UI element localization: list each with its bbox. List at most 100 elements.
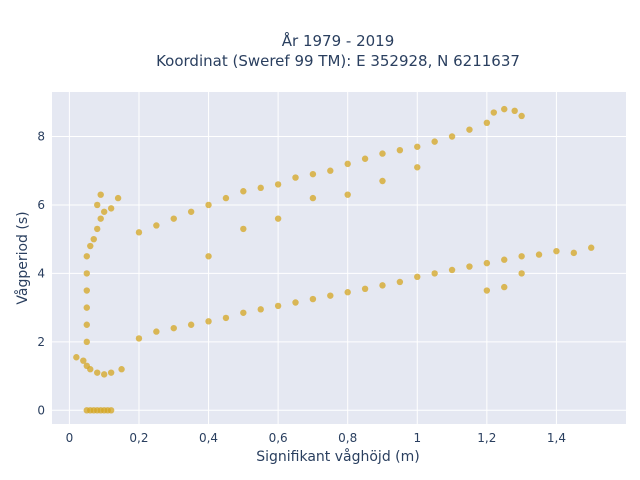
scatter-point: [83, 321, 90, 328]
x-tick-label: 0: [66, 431, 74, 445]
plot-area: [52, 92, 626, 424]
scatter-point: [135, 335, 143, 342]
scatter-point: [518, 253, 525, 260]
scatter-point: [327, 292, 334, 299]
scatter-point: [344, 191, 351, 198]
scatter-point: [501, 283, 508, 291]
scatter-point: [344, 160, 351, 168]
scatter-point: [396, 146, 404, 154]
scatter-point: [431, 138, 438, 145]
scatter-point: [570, 249, 578, 257]
scatter-point: [107, 205, 115, 212]
scatter-point: [379, 150, 386, 157]
scatter-point: [83, 287, 90, 294]
scatter-point: [80, 357, 87, 364]
x-axis-title: Signifikant våghöjd (m): [256, 448, 419, 465]
scatter-point: [483, 287, 491, 294]
scatter-point: [518, 270, 525, 277]
scatter-point: [448, 266, 456, 274]
scatter-point: [274, 181, 282, 188]
scatter-point: [327, 167, 334, 174]
scatter-point: [97, 215, 104, 222]
scatter-point: [396, 278, 404, 286]
scatter-point: [501, 256, 508, 263]
scatter-point: [483, 119, 491, 127]
scatter-point: [118, 366, 125, 373]
y-tick-label: 2: [37, 335, 45, 349]
scatter-point: [240, 225, 247, 233]
scatter-point: [100, 371, 108, 378]
scatter-point: [501, 105, 508, 113]
scatter-point: [257, 306, 264, 313]
scatter-point: [83, 338, 90, 346]
scatter-point: [114, 194, 122, 202]
scatter-point: [83, 270, 90, 277]
scatter-point: [292, 174, 299, 181]
scatter-point: [490, 109, 498, 116]
y-tick-label: 6: [37, 198, 45, 212]
scatter-point: [257, 184, 264, 192]
scatter-point: [107, 369, 115, 376]
scatter-point: [309, 295, 317, 303]
x-tick-label: 0,4: [199, 431, 218, 445]
scatter-point: [292, 299, 299, 306]
scatter-point: [153, 328, 160, 335]
scatter-point: [94, 201, 101, 209]
scatter-point: [94, 369, 101, 376]
scatter-point: [414, 164, 421, 171]
scatter-point: [344, 289, 351, 296]
scatter-point: [309, 170, 317, 178]
scatter-point: [87, 366, 94, 373]
scatter-point: [153, 222, 160, 229]
scatter-point: [535, 251, 543, 258]
scatter-point: [87, 242, 94, 250]
scatter-point: [274, 215, 282, 222]
scatter-point: [170, 215, 177, 222]
scatter-point: [361, 285, 369, 293]
x-tick-label: 1: [413, 431, 421, 445]
chart-title-line-1: År 1979 - 2019: [282, 31, 395, 50]
x-tick-label: 1,2: [477, 431, 496, 445]
scatter-point: [466, 263, 473, 270]
y-axis-title: Vågperiod (s): [14, 211, 31, 304]
scatter-point: [414, 143, 421, 150]
scatter-point: [187, 208, 195, 215]
scatter-point: [94, 225, 101, 233]
scatter-point: [83, 253, 90, 260]
y-axis-ticks: 0 2 4 6 8: [37, 129, 45, 417]
scatter-point: [553, 247, 560, 255]
scatter-point: [73, 354, 80, 361]
scatter-point: [107, 407, 115, 414]
scatter-point: [170, 324, 177, 332]
scatter-point: [135, 229, 143, 236]
scatter-point: [274, 302, 282, 310]
scatter-point: [379, 177, 386, 185]
scatter-point: [222, 314, 230, 322]
scatter-point: [361, 155, 369, 162]
y-tick-label: 0: [37, 403, 45, 417]
x-tick-label: 0,6: [269, 431, 288, 445]
scatter-point: [588, 244, 595, 251]
scatter-point: [511, 107, 518, 115]
chart-title-line-2: Koordinat (Sweref 99 TM): E 352928, N 62…: [156, 52, 520, 70]
scatter-point: [518, 112, 525, 120]
x-tick-label: 0,2: [129, 431, 148, 445]
scatter-points: [73, 105, 595, 414]
scatter-point: [205, 253, 212, 260]
scatter-point: [240, 188, 247, 195]
scatter-point: [466, 126, 473, 133]
scatter-point: [187, 321, 195, 328]
x-tick-label: 0,8: [338, 431, 357, 445]
scatter-point: [90, 235, 97, 243]
y-tick-label: 4: [37, 266, 45, 280]
scatter-point: [83, 304, 90, 311]
scatter-point: [448, 133, 456, 140]
scatter-point: [309, 194, 317, 202]
x-axis-ticks: 0 0,2 0,4 0,6 0,8 1 1,2 1,4: [66, 431, 566, 445]
scatter-point: [205, 201, 212, 209]
scatter-point: [100, 208, 108, 215]
scatter-point: [97, 191, 104, 198]
scatter-point: [240, 309, 247, 316]
scatter-point: [431, 270, 438, 277]
